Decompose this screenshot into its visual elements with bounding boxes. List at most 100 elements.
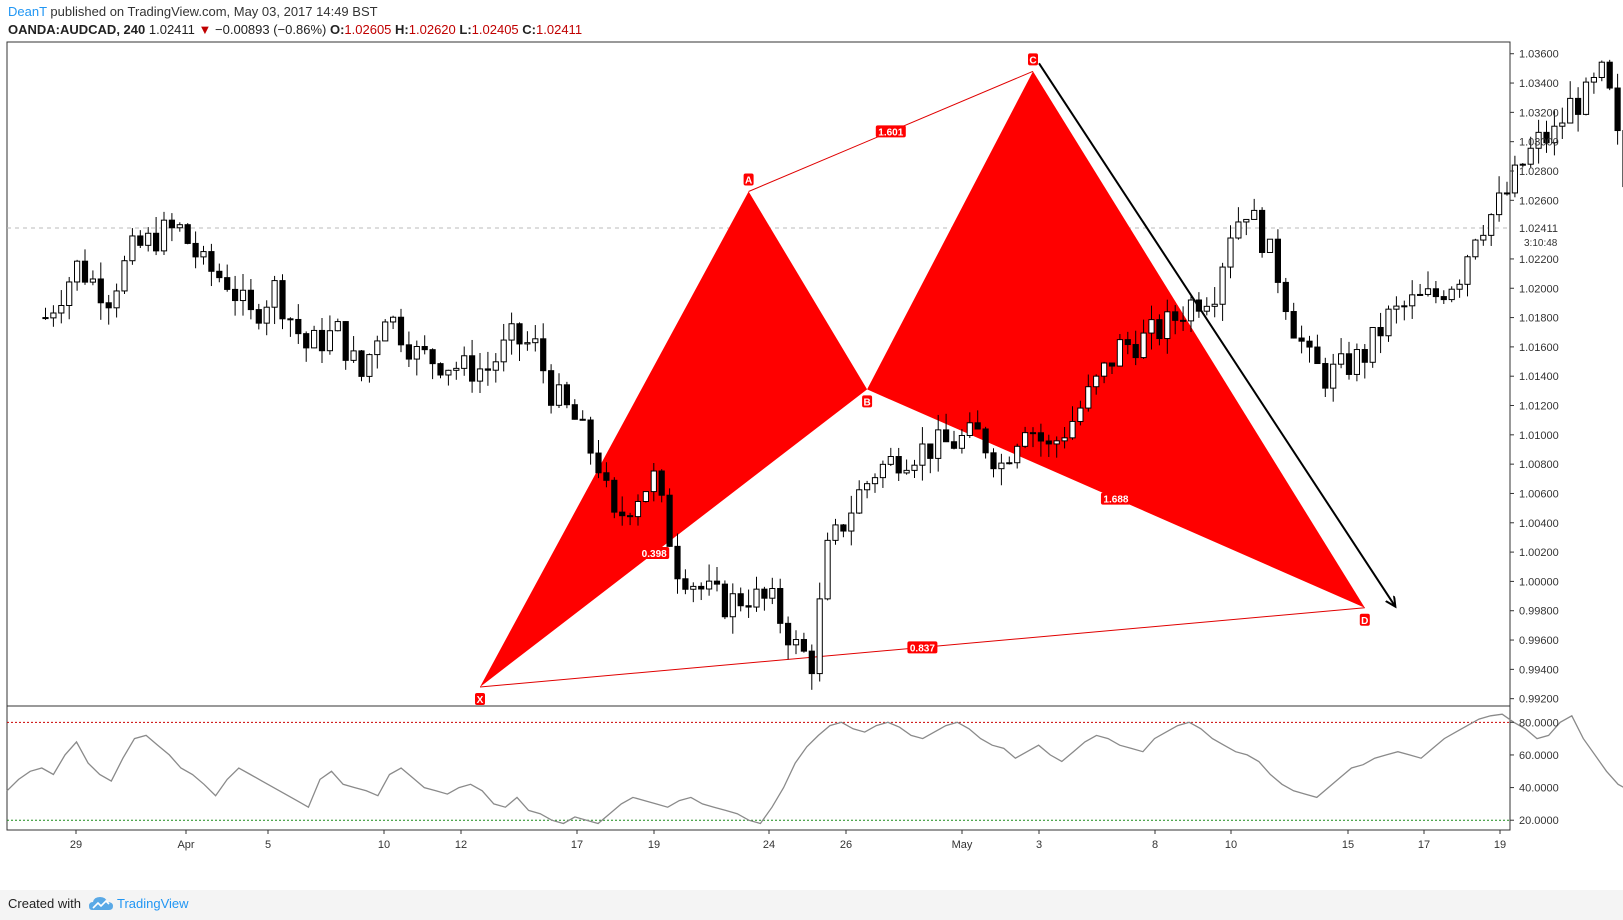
candle-body bbox=[832, 524, 839, 541]
candle-body bbox=[1061, 437, 1068, 442]
candle bbox=[263, 300, 270, 336]
candle bbox=[1338, 338, 1345, 369]
pattern-point-a: A bbox=[743, 173, 754, 187]
candle-body bbox=[1519, 163, 1526, 166]
last-price: 1.02411 bbox=[148, 22, 195, 37]
tradingview-brand[interactable]: TradingView bbox=[117, 896, 189, 911]
candle-body bbox=[1282, 281, 1289, 313]
price-tick-label: 1.01600 bbox=[1519, 342, 1559, 354]
candle bbox=[484, 351, 491, 386]
candle bbox=[137, 230, 144, 249]
created-with-text: Created with bbox=[8, 896, 81, 911]
point-label-box bbox=[862, 395, 873, 408]
candle bbox=[595, 440, 602, 479]
candle-body bbox=[698, 585, 705, 590]
candle bbox=[1069, 406, 1076, 440]
candle-body bbox=[492, 361, 499, 371]
point-label: C bbox=[1029, 55, 1036, 66]
author-link[interactable]: DeanT bbox=[8, 4, 47, 19]
candle bbox=[808, 644, 815, 690]
candle bbox=[1164, 299, 1171, 354]
candle-body bbox=[1606, 61, 1613, 89]
candle bbox=[1077, 400, 1084, 426]
pattern-point-c: C bbox=[1028, 53, 1038, 66]
candle bbox=[145, 227, 152, 252]
candle-body bbox=[1290, 311, 1297, 339]
low-value: 1.02405 bbox=[471, 22, 519, 37]
candle bbox=[208, 243, 215, 287]
candle-body bbox=[1077, 407, 1084, 422]
candle bbox=[1124, 331, 1131, 355]
candle bbox=[405, 331, 412, 368]
price-tick-label: 1.01400 bbox=[1519, 371, 1559, 383]
candle-body bbox=[1180, 319, 1187, 322]
time-tick-label: 19 bbox=[1494, 839, 1506, 851]
candle-body bbox=[50, 312, 57, 319]
candle bbox=[508, 312, 515, 355]
time-tick-label: May bbox=[952, 839, 973, 851]
candle bbox=[1045, 434, 1052, 457]
rsi-tick-label: 60.0000 bbox=[1519, 750, 1559, 762]
candle bbox=[342, 321, 349, 370]
candle bbox=[1330, 353, 1337, 402]
candle bbox=[1061, 427, 1068, 449]
candle bbox=[232, 275, 239, 316]
candle bbox=[1037, 423, 1045, 457]
candle bbox=[121, 255, 128, 294]
candle bbox=[571, 399, 578, 420]
candle-body bbox=[1069, 420, 1076, 439]
ratio-text: 0.837 bbox=[910, 643, 935, 654]
candle-body bbox=[864, 483, 871, 491]
candle bbox=[1511, 155, 1519, 198]
candle bbox=[1551, 110, 1558, 156]
price-change: −0.00893 (−0.86%) bbox=[215, 22, 327, 37]
candle-body bbox=[634, 501, 642, 518]
candle bbox=[303, 331, 310, 362]
symbol-name[interactable]: OANDA:AUDCAD, 240 bbox=[8, 22, 146, 37]
candle bbox=[1093, 374, 1100, 395]
candle-body bbox=[571, 404, 578, 420]
candle bbox=[476, 352, 484, 394]
price-tick-label: 0.99200 bbox=[1519, 694, 1559, 706]
candle bbox=[311, 325, 318, 349]
tradingview-cloud-icon[interactable] bbox=[88, 895, 114, 913]
candle bbox=[192, 231, 199, 269]
candle-body bbox=[1559, 122, 1566, 127]
price-chart[interactable]: X A B C D 0.398 1.601 1.688 0.837 1.03600 1.03400… bbox=[0, 0, 1623, 890]
candle bbox=[437, 362, 444, 379]
candle-body bbox=[461, 355, 468, 369]
candle-body bbox=[232, 288, 239, 302]
candle-body bbox=[405, 344, 412, 360]
candle bbox=[966, 412, 973, 439]
rsi-line bbox=[6, 713, 1623, 825]
candle bbox=[50, 305, 57, 327]
candle-body bbox=[943, 429, 950, 443]
candle-body bbox=[453, 367, 460, 371]
candle-body bbox=[1172, 311, 1179, 321]
ratio-box bbox=[907, 641, 938, 654]
candle-body bbox=[42, 317, 49, 320]
time-tick-label: 17 bbox=[571, 839, 583, 851]
price-tick-label: 1.03400 bbox=[1519, 78, 1559, 90]
candle-body bbox=[1401, 305, 1408, 308]
candle bbox=[184, 223, 191, 245]
candle-body bbox=[1440, 296, 1447, 301]
point-label-box bbox=[1359, 613, 1370, 626]
time-tick-label: 17 bbox=[1418, 839, 1430, 851]
candle-body bbox=[1014, 445, 1021, 464]
time-tick-label: 29 bbox=[70, 839, 82, 851]
price-tick-label: 1.00200 bbox=[1519, 547, 1559, 559]
candle-body bbox=[974, 422, 981, 430]
candle bbox=[1480, 224, 1487, 246]
candle bbox=[958, 428, 965, 454]
candle bbox=[1401, 300, 1408, 321]
candle bbox=[887, 447, 894, 466]
candle bbox=[200, 245, 207, 265]
candle bbox=[66, 276, 73, 320]
point-label-box bbox=[1028, 53, 1038, 66]
candle-body bbox=[792, 639, 800, 646]
candle-body bbox=[532, 338, 539, 344]
time-tick-label: 5 bbox=[265, 839, 271, 851]
candle-body bbox=[611, 479, 618, 513]
candle-body bbox=[1567, 97, 1574, 124]
